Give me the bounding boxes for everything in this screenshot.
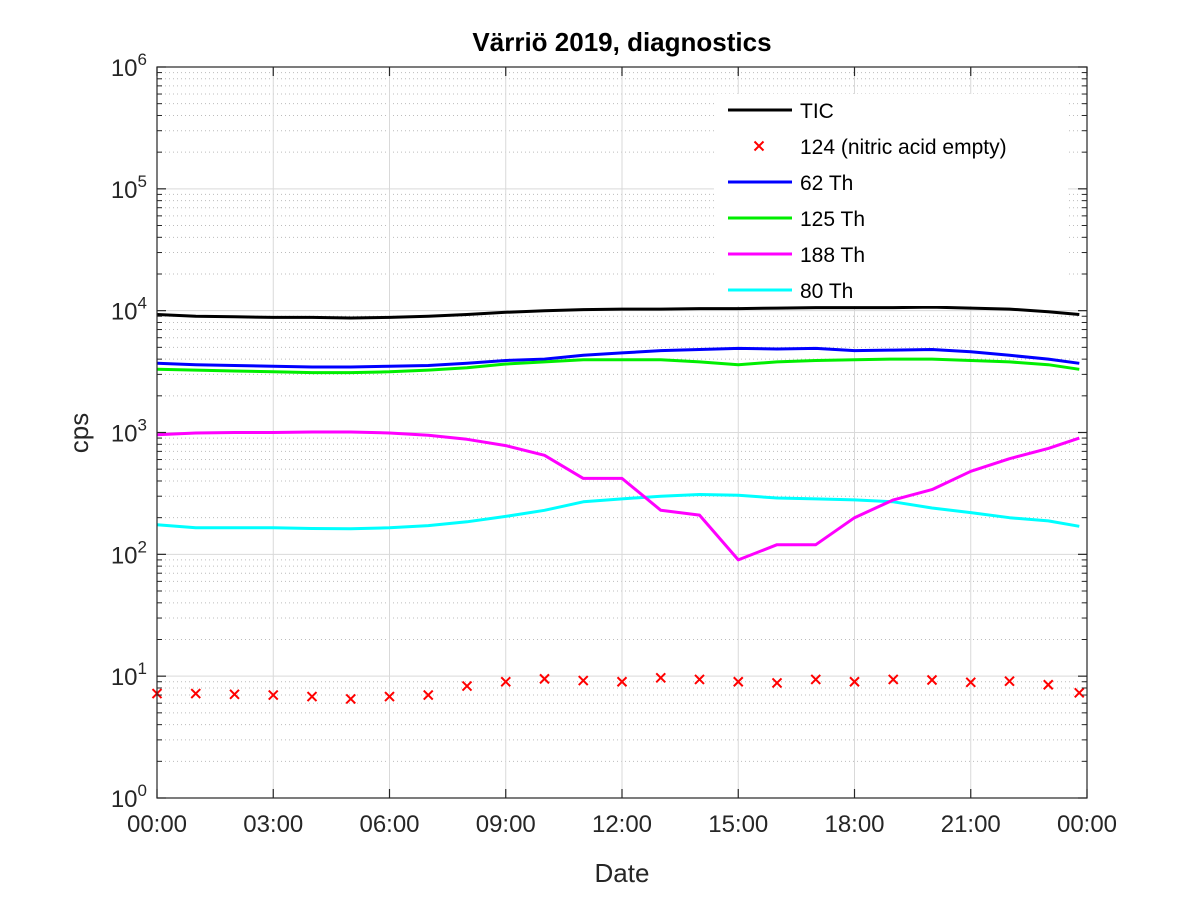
- legend-label-124-nitric-acid-empty: 124 (nitric acid empty): [800, 136, 1007, 159]
- data-point: [1004, 675, 1015, 687]
- series-line-188-th: [156, 430, 1080, 562]
- y-tick-base: 10: [111, 542, 138, 569]
- legend: TIC 124 (nitric acid empty) 62 Th 125 Th 188…: [714, 94, 1068, 306]
- data-point: [771, 677, 783, 689]
- series-line-80-th: [156, 493, 1080, 531]
- series-line-tic: [156, 305, 1080, 320]
- legend-box: [714, 94, 1068, 306]
- x-axis-label: Date: [595, 858, 650, 888]
- data-point: [384, 691, 395, 702]
- legend-label-62-th: 62 Th: [800, 172, 853, 195]
- data-point: [888, 674, 899, 685]
- x-tick-label: 00:00: [127, 811, 187, 838]
- x-tick-label: 12:00: [592, 811, 652, 838]
- y-tick-base: 10: [111, 177, 138, 204]
- x-tick-label: 06:00: [359, 811, 419, 838]
- series-124-nitric-acid-empty: [151, 672, 1085, 705]
- data-point: [268, 689, 279, 701]
- x-tick-label: 09:00: [476, 811, 536, 838]
- data-point: [423, 689, 434, 701]
- y-tick-exponent: 3: [138, 416, 147, 435]
- y-tick-label: 101: [111, 659, 147, 691]
- legend-label-80-th: 80 Th: [800, 280, 853, 303]
- y-tick-base: 10: [111, 664, 138, 691]
- data-point: [461, 680, 473, 692]
- y-tick-base: 10: [111, 299, 138, 326]
- y-tick-label: 104: [111, 294, 147, 326]
- y-axis-label: cps: [64, 413, 94, 453]
- x-tick-labels: 00:00 03:00 06:00 09:00 12:00 15:00 18:00 21:00…: [127, 811, 1117, 838]
- data-point: [733, 676, 744, 687]
- x-tick-label: 00:00: [1057, 811, 1117, 838]
- series-layer: [151, 305, 1085, 705]
- data-point: [655, 672, 666, 683]
- x-tick-label: 21:00: [941, 811, 1001, 838]
- legend-label-tic: TIC: [800, 100, 834, 123]
- x-tick-label: 18:00: [824, 811, 884, 838]
- ticks: [156, 66, 1088, 799]
- y-tick-exponent: 1: [138, 659, 147, 678]
- y-tick-base: 10: [111, 421, 138, 448]
- x-tick-label: 15:00: [708, 811, 768, 838]
- data-point: [965, 677, 976, 688]
- x-tick-label: 03:00: [243, 811, 303, 838]
- y-tick-base: 10: [111, 55, 138, 82]
- data-point: [849, 676, 860, 687]
- data-point: [345, 693, 356, 705]
- data-point: [500, 676, 511, 687]
- data-point: [616, 676, 628, 687]
- data-point: [1043, 679, 1054, 690]
- data-point: [306, 691, 318, 702]
- y-tick-exponent: 5: [138, 172, 147, 191]
- y-tick-label: 106: [111, 50, 147, 82]
- series-line-62-th: [156, 346, 1080, 369]
- y-tick-exponent: 0: [138, 781, 147, 800]
- legend-label-125-th: 125 Th: [800, 208, 865, 231]
- data-point: [1074, 687, 1085, 699]
- y-tick-exponent: 2: [138, 537, 147, 556]
- legend-label-188-th: 188 Th: [800, 244, 865, 267]
- data-point: [229, 689, 240, 700]
- y-tick-label: 102: [111, 537, 147, 569]
- data-point: [578, 675, 589, 686]
- y-tick-exponent: 6: [138, 50, 147, 69]
- y-tick-label: 105: [111, 172, 147, 204]
- chart-title: Värriö 2019, diagnostics: [472, 27, 771, 57]
- y-tick-base: 10: [111, 786, 138, 813]
- y-tick-label: 103: [111, 416, 147, 448]
- series-line-125-th: [156, 357, 1080, 375]
- y-tick-label: 100: [111, 781, 147, 813]
- data-point: [539, 673, 550, 685]
- data-point: [810, 674, 821, 685]
- legend-swatch-124-nitric-acid-empty: [753, 140, 765, 152]
- data-point: [694, 674, 705, 685]
- data-point: [926, 674, 938, 686]
- data-point: [190, 688, 201, 699]
- y-tick-exponent: 4: [138, 294, 147, 313]
